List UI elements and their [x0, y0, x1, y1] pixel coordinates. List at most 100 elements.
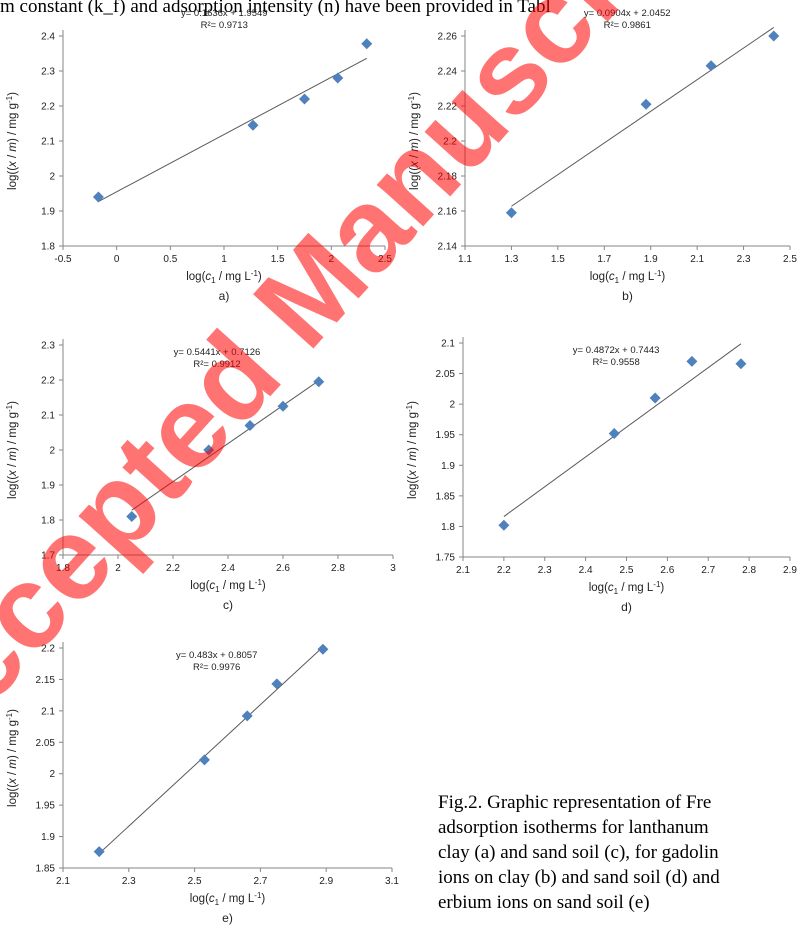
data-point [203, 444, 215, 456]
chart-5: 1.85 1.9 1.95 2 2.05 2.1 2.15 2.2 2.1 2.3 2.5 2.7 2.… [5, 642, 399, 925]
trendline-equation: y= 0.1636x + 1.9549 [181, 8, 268, 19]
data-point [244, 420, 256, 431]
y-tick-label: 1.8 [441, 522, 455, 533]
trendline-equation: y= 0.483x + 0.8057 [176, 650, 257, 661]
y-tick-label: 2.05 [436, 369, 456, 380]
caption-line: adsorption isotherms for lanthanum [438, 817, 709, 838]
data-point [768, 30, 780, 42]
x-tick-label: 0 [114, 254, 120, 265]
figure-caption: Fig.2. Graphic representation of Fre ads… [438, 790, 801, 915]
y-tick-label: 2 [49, 446, 55, 457]
x-tick-label: 1.9 [644, 254, 658, 265]
x-tick-label: 2.6 [276, 563, 290, 574]
y-tick-label: 2.14 [438, 242, 458, 253]
data-point [299, 93, 310, 105]
y-tick-label: 2 [49, 172, 55, 183]
trendline [131, 380, 320, 511]
x-tick-label: 3 [390, 563, 396, 574]
x-tick-label: 2.8 [331, 563, 345, 574]
x-tick-label: 2.8 [742, 565, 756, 576]
x-tick-label: 2.2 [166, 563, 180, 574]
r-squared: R²= 0.9713 [201, 20, 248, 31]
y-tick-label: 1.9 [41, 832, 55, 843]
x-tick-label: 2.1 [690, 254, 704, 265]
x-tick-label: -0.5 [54, 254, 72, 265]
x-tick-label: 2.4 [221, 563, 235, 574]
x-tick-label: 2.6 [660, 565, 674, 576]
caption-line: ions on clay (b) and sand soil (d) and [438, 867, 720, 888]
trendline-equation: y= 0.4872x + 0.7443 [573, 345, 660, 356]
x-tick-label: 2.5 [783, 254, 797, 265]
data-point [332, 72, 344, 84]
y-axis-label: log((x / m) / mg g-1) [405, 401, 419, 499]
r-squared: R²= 0.9976 [193, 662, 240, 673]
x-tick-label: 1 [221, 254, 227, 265]
x-tick-label: 2.5 [188, 876, 202, 887]
x-tick-label: 2.4 [579, 565, 593, 576]
x-tick-label: 0.5 [163, 254, 177, 265]
y-tick-label: 2.1 [41, 411, 55, 422]
x-tick-label: 3.1 [385, 876, 399, 887]
y-tick-label: 2.2 [41, 102, 55, 113]
y-tick-label: 2.1 [441, 339, 455, 350]
x-tick-label: 1.3 [504, 254, 518, 265]
x-tick-label: 2.7 [701, 565, 715, 576]
y-tick-label: 2.05 [36, 738, 56, 749]
y-tick-label: 1.9 [41, 481, 55, 492]
data-point [92, 191, 104, 203]
x-axis-label: log(c1 / mg L-1) [186, 269, 262, 285]
y-tick-label: 1.95 [436, 430, 456, 441]
y-tick-label: 2.3 [41, 67, 55, 78]
y-tick-label: 2.4 [41, 32, 55, 43]
y-tick-label: 2.16 [438, 207, 458, 218]
y-tick-label: 1.9 [41, 207, 55, 218]
x-tick-label: 2.5 [620, 565, 634, 576]
y-tick-label: 1.8 [41, 242, 55, 253]
y-tick-label: 2.3 [41, 341, 55, 352]
y-axis-label: log((x / m) / mg g-1) [407, 92, 421, 190]
r-squared: R²= 0.9912 [193, 359, 240, 370]
y-tick-label: 2.26 [438, 32, 458, 43]
r-squared: R²= 0.9558 [592, 357, 639, 368]
x-axis-label: log(c1 / mg L-1) [190, 891, 266, 907]
y-tick-label: 2.1 [41, 706, 55, 717]
caption-line: clay (a) and sand soil (c), for gadolin [438, 842, 719, 863]
x-axis-label: log(c1 / mg L-1) [589, 580, 665, 596]
panel-label: a) [219, 289, 230, 303]
panel-label: b) [622, 289, 633, 303]
trendline [98, 646, 324, 854]
x-tick-label: 2 [329, 254, 335, 265]
y-tick-label: 2.22 [438, 102, 458, 113]
x-tick-label: 2.2 [497, 565, 511, 576]
x-tick-label: 2.3 [122, 876, 136, 887]
chart-4: 1.75 1.8 1.85 1.9 1.95 2 2.05 2.1 2.1 2.2 2.3 2.4 2.… [405, 337, 797, 614]
data-point [705, 60, 717, 72]
trendline-equation: y= 0.5441x + 0.7126 [174, 347, 261, 358]
data-point [93, 846, 105, 858]
data-point [640, 98, 652, 110]
x-tick-label: 2.3 [737, 254, 751, 265]
chart-1: 1.8 1.9 2 2.1 2.2 2.3 2.4 -0.5 0 0.5 1 1.5 2 2.5 y= 0.… [5, 8, 392, 303]
trendline [511, 27, 775, 207]
x-tick-label: 1.7 [597, 254, 611, 265]
panel-label: d) [621, 600, 632, 614]
y-tick-label: 1.9 [441, 461, 455, 472]
y-tick-label: 2.18 [438, 172, 458, 183]
y-tick-label: 1.8 [41, 516, 55, 527]
trendline-equation: y= 0.0904x + 2.0452 [584, 8, 671, 19]
data-point [735, 358, 747, 370]
data-point [361, 38, 373, 50]
panel-label: c) [223, 598, 233, 612]
y-axis-label: log((x / m) / mg g-1) [5, 709, 19, 807]
x-tick-label: 2.5 [378, 254, 392, 265]
y-tick-label: 1.85 [36, 864, 56, 875]
y-tick-label: 2.15 [36, 675, 56, 686]
x-tick-label: 1.8 [56, 563, 70, 574]
y-tick-label: 1.85 [436, 491, 456, 502]
y-tick-label: 2.2 [41, 376, 55, 387]
x-tick-label: 2 [115, 563, 121, 574]
y-axis-label: log((x / m) / mg g-1) [5, 401, 19, 499]
data-point [649, 392, 661, 404]
x-tick-label: 2.9 [319, 876, 333, 887]
